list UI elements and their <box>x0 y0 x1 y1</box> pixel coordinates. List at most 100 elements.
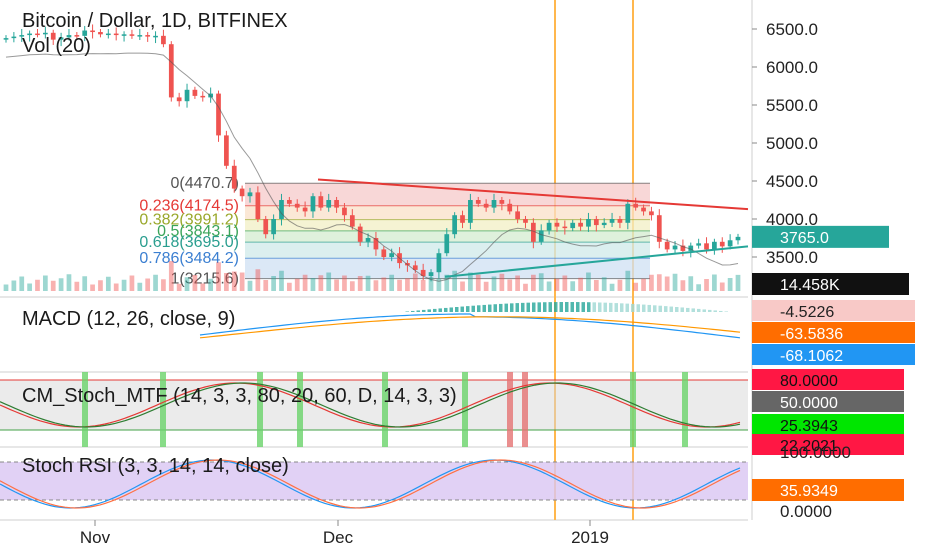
volume-bar <box>381 277 387 291</box>
macd-title: MACD (12, 26, close, 9) <box>22 308 235 330</box>
fib-label-0: 0(4470.7) <box>171 175 240 192</box>
candle-body <box>515 211 520 219</box>
candle <box>696 238 702 249</box>
candle-body <box>66 35 72 38</box>
stoch-value-label: 50.0000 <box>780 395 838 412</box>
candle-body <box>499 200 505 204</box>
stoch-d-line <box>0 382 741 428</box>
candle <box>294 199 300 212</box>
macd-value-badge <box>752 322 915 343</box>
volume-bar <box>35 279 40 291</box>
candle <box>3 35 9 43</box>
volume-bar <box>389 274 395 291</box>
stoch-mtf-title: CM_Stoch_MTF (14, 3, 3, 80, 20, 60, D, 1… <box>22 385 457 407</box>
stoch-value-badge <box>752 434 904 455</box>
candle <box>113 27 119 41</box>
macd-histogram-bar <box>658 305 662 312</box>
macd-histogram-bar <box>719 310 723 312</box>
candle <box>452 212 458 239</box>
candle-body <box>318 196 324 208</box>
candle <box>365 233 371 248</box>
volume-bar <box>436 278 442 291</box>
candle-body <box>74 35 80 37</box>
macd-histogram-bar <box>526 302 530 312</box>
rsi-value-label: 35.9349 <box>780 483 838 500</box>
macd-histogram-bar <box>471 305 475 312</box>
candle-body <box>294 203 300 208</box>
candle <box>625 199 631 230</box>
macd-histogram-bar <box>548 302 552 312</box>
candle <box>184 83 190 108</box>
volume-bar <box>554 278 560 291</box>
candle <box>656 209 662 249</box>
volume-bar <box>231 271 237 291</box>
volume-bar <box>712 274 717 291</box>
candle <box>649 206 654 221</box>
volume-bar <box>129 275 135 291</box>
candle-body <box>113 33 119 36</box>
candle-body <box>381 249 387 257</box>
macd-line <box>199 313 741 339</box>
candle-body <box>231 165 237 189</box>
macd-histogram-bar <box>411 310 415 312</box>
candle <box>570 219 576 232</box>
volume-bar <box>121 279 127 291</box>
candle-body <box>672 245 678 250</box>
volume-bar <box>200 283 206 291</box>
macd-histogram-bar <box>455 307 459 312</box>
stoch-rsi-title: Stoch RSI (3, 3, 14, 14, close) <box>22 455 289 477</box>
candle <box>271 214 276 240</box>
volume-bar <box>420 280 426 291</box>
candle <box>586 212 591 232</box>
candle <box>562 220 568 235</box>
macd-histogram-bar <box>642 304 646 312</box>
candle <box>349 209 355 230</box>
volume-bar <box>570 281 576 291</box>
candle <box>436 248 442 279</box>
macd-histogram-bar <box>636 304 640 312</box>
macd-histogram-bar <box>537 302 541 312</box>
volume-bar <box>617 279 623 291</box>
volume-bar <box>491 276 497 291</box>
volume-bar <box>412 273 418 291</box>
macd-histogram-bar <box>680 307 684 312</box>
x-tick-label: 2019 <box>571 528 609 547</box>
stoch-signal-bar <box>257 372 263 447</box>
candle-body <box>649 211 654 216</box>
candle-body <box>656 215 662 242</box>
volume-bar <box>271 276 276 291</box>
volume-bar <box>593 280 599 291</box>
candle-body <box>105 33 111 36</box>
candle <box>664 238 670 253</box>
macd-histogram-bar <box>444 307 448 312</box>
candle-body <box>168 44 174 98</box>
volume-label: Vol (20) <box>22 35 91 57</box>
macd-value-badge <box>752 300 915 321</box>
candle-body <box>389 253 395 257</box>
volume-bar <box>523 283 528 291</box>
candle <box>216 90 221 142</box>
candle <box>318 191 324 211</box>
volume-bar <box>483 281 489 291</box>
stoch-k-line <box>0 382 741 428</box>
candle-body <box>538 230 544 242</box>
candle-body <box>192 89 198 96</box>
candle-body <box>286 200 292 204</box>
candle <box>27 30 32 42</box>
candle-body <box>468 200 473 223</box>
candle-body <box>483 203 489 208</box>
volume-bar <box>342 275 347 291</box>
fib-zone-2 <box>245 219 650 231</box>
candle-body <box>50 32 56 40</box>
volume-bar <box>168 261 174 291</box>
candle-body <box>35 33 40 36</box>
candle <box>58 32 64 47</box>
candle-body <box>224 135 229 166</box>
macd-histogram-bar <box>669 306 673 312</box>
volume-bar <box>66 274 72 291</box>
chart-title: Bitcoin / Dollar, 1D, BITFINEX <box>22 10 288 32</box>
candle-body <box>428 272 434 276</box>
candle-body <box>42 32 48 35</box>
macd-value-label: -4.5226 <box>780 304 834 321</box>
macd-histogram-bar <box>581 302 585 312</box>
